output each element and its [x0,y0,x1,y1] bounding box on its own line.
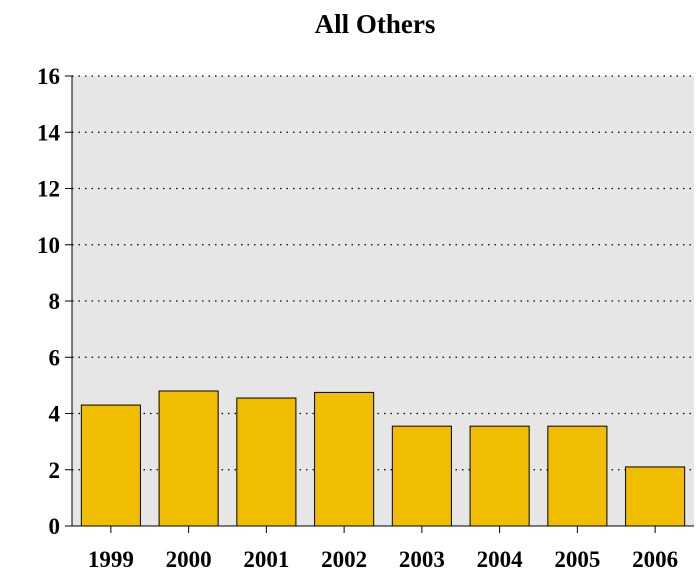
x-tick-label: 2001 [243,547,289,572]
bar-2003 [391,425,452,527]
bar-2001 [236,397,297,527]
y-tick-label: 0 [49,514,61,539]
x-tick-label: 2002 [321,547,367,572]
y-tick-label: 12 [37,177,60,202]
bar-2004 [469,425,530,527]
bar-2000 [158,390,219,527]
y-tick-label: 6 [49,345,61,370]
x-tick-label: 2000 [166,547,212,572]
y-tick-label: 10 [37,233,60,258]
x-tick-label: 2006 [632,547,678,572]
x-tick-label: 2004 [477,547,524,572]
bar-1999 [80,404,141,527]
bars [80,390,686,527]
bar-2006 [625,466,686,527]
chart-title: All Others [315,9,436,39]
x-axis-ticks: 1999 2000 2001 2002 2003 2004 2005 2006 [88,526,678,572]
y-tick-label: 4 [49,402,61,427]
y-tick-label: 2 [49,458,61,483]
bar-2002 [314,391,375,527]
x-tick-label: 2005 [554,547,600,572]
y-tick-label: 16 [37,64,60,89]
x-tick-label: 1999 [88,547,134,572]
x-tick-label: 2003 [399,547,445,572]
y-axis-ticks: 0 2 4 6 8 10 12 14 16 [37,64,72,539]
y-tick-label: 8 [49,289,61,314]
bar-2005 [547,425,608,527]
y-tick-label: 14 [37,120,61,145]
